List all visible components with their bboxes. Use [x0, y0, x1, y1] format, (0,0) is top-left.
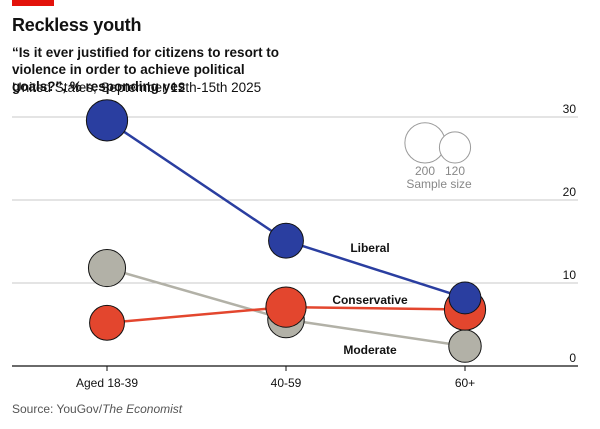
- conservative-point: [89, 304, 125, 341]
- y-tick-label-20: 20: [563, 185, 577, 199]
- chart-subtitle: “Is it ever justified for citizens to re…: [12, 45, 280, 94]
- legend-circle-200: [404, 122, 446, 164]
- conservative-series-label: Conservative: [332, 293, 408, 307]
- liberal-series-label: Liberal: [350, 241, 389, 255]
- x-tick-label: Aged 18-39: [76, 376, 138, 390]
- x-tick-label: 40-59: [271, 376, 302, 390]
- legend-circle-120: [438, 131, 472, 164]
- legend-title: Sample size: [406, 177, 472, 191]
- source-note: Source: YouGov/The Economist: [12, 402, 182, 416]
- conservative-point: [265, 286, 307, 328]
- source-prefix: Source: YouGov/: [12, 402, 103, 416]
- chart-date-range: United States, September 12th-15th 2025: [12, 80, 262, 95]
- y-tick-label-10: 10: [563, 268, 577, 282]
- source-publication: The Economist: [102, 402, 183, 416]
- y-tick-label-30: 30: [563, 102, 577, 116]
- chart-title: Reckless youth: [12, 15, 142, 35]
- series-points: [85, 99, 487, 363]
- x-tick-label: 60+: [455, 376, 475, 390]
- legend-size-label-120: 120: [445, 164, 465, 178]
- liberal-point: [448, 281, 482, 315]
- liberal-point: [85, 99, 129, 142]
- moderate-point: [87, 249, 127, 288]
- moderate-point: [448, 329, 482, 363]
- brand-red-bar: [12, 0, 54, 6]
- legend-size-label-200: 200: [415, 164, 435, 178]
- x-axis: Aged 18-39 40-59 60+: [12, 365, 578, 390]
- moderate-series-label: Moderate: [343, 343, 397, 357]
- liberal-point: [268, 222, 304, 259]
- y-tick-label-0: 0: [569, 351, 576, 365]
- series-labels: Moderate Conservative Liberal: [332, 241, 408, 357]
- y-axis-ticks: 0 10 20 30: [563, 102, 577, 365]
